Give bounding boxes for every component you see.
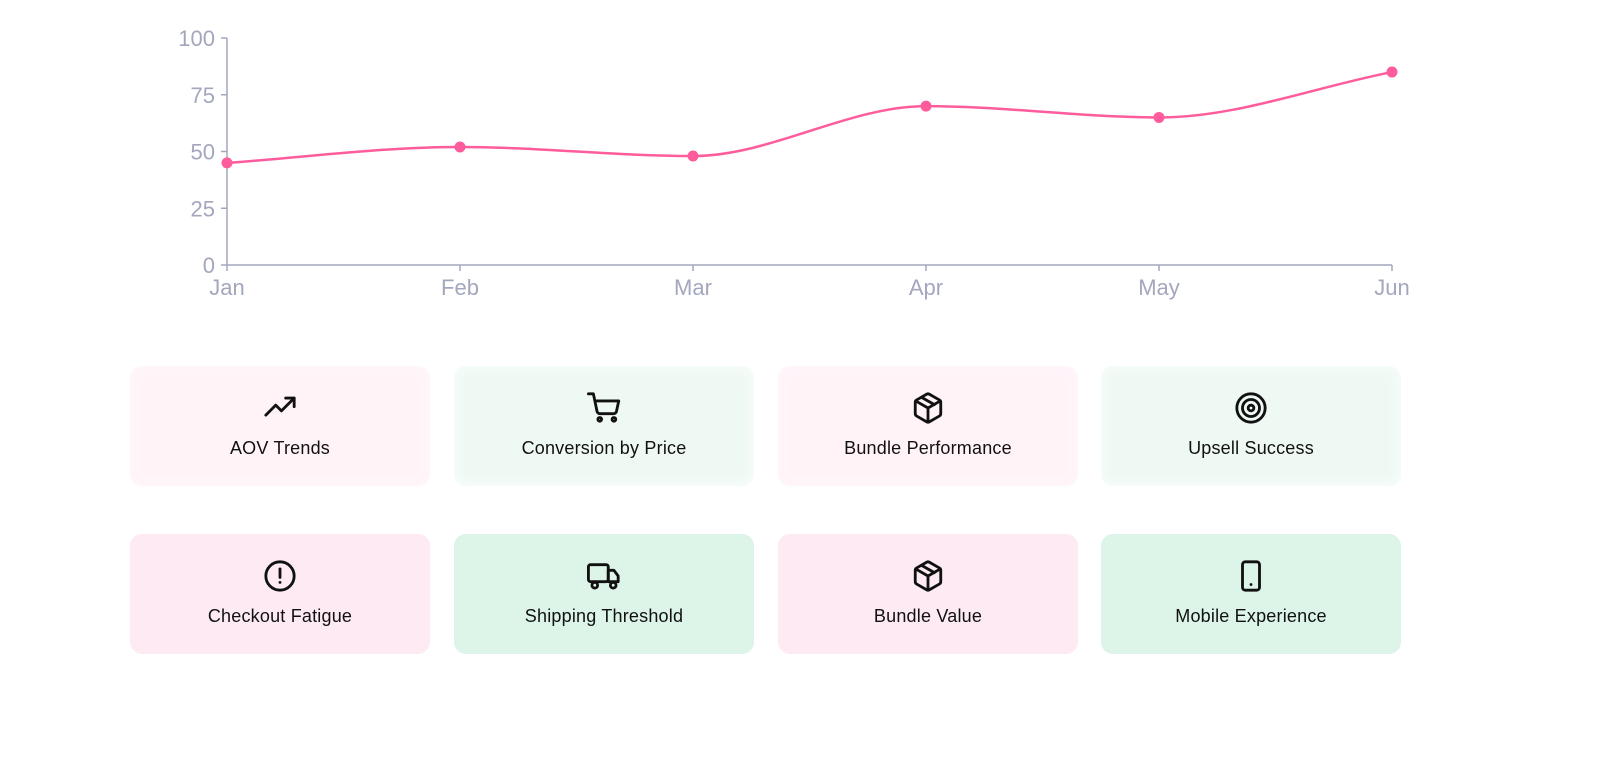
shopping-cart-icon — [586, 390, 622, 426]
x-tick-label: Apr — [909, 275, 943, 300]
card-label: Bundle Value — [873, 606, 983, 626]
x-tick-label: Mar — [674, 275, 712, 300]
aov-line-chart: 0 25 50 75 100 Jan Feb Mar Apr May Jun — [0, 0, 1600, 320]
truck-icon — [586, 558, 622, 594]
card-label: Shipping Threshold — [524, 606, 684, 626]
card-bundle-value[interactable]: Bundle Value — [778, 534, 1078, 654]
tablet-icon — [1233, 558, 1269, 594]
card-conversion-by-price[interactable]: Conversion by Price — [454, 366, 754, 486]
card-label: Bundle Performance — [844, 438, 1012, 458]
target-icon — [1233, 390, 1269, 426]
data-point — [1153, 111, 1165, 123]
card-label: AOV Trends — [229, 438, 331, 458]
package-icon — [910, 558, 946, 594]
card-label: Upsell Success — [1188, 438, 1314, 458]
alert-circle-icon — [262, 558, 298, 594]
x-tick-label: Jan — [209, 275, 244, 300]
card-upsell-success[interactable]: Upsell Success — [1101, 366, 1401, 486]
y-tick-label: 0 — [203, 253, 215, 278]
data-point — [687, 150, 699, 162]
chart-svg: 0 25 50 75 100 Jan Feb Mar Apr May Jun — [178, 26, 1409, 300]
x-tick-label: Feb — [441, 275, 479, 300]
card-aov-trends[interactable]: AOV Trends — [130, 366, 430, 486]
card-checkout-fatigue[interactable]: Checkout Fatigue — [130, 534, 430, 654]
x-tick-label: Jun — [1374, 275, 1409, 300]
card-label: Checkout Fatigue — [207, 606, 353, 626]
data-point — [454, 141, 466, 153]
card-mobile-experience[interactable]: Mobile Experience — [1101, 534, 1401, 654]
y-tick-label: 75 — [191, 83, 215, 108]
card-shipping-threshold[interactable]: Shipping Threshold — [454, 534, 754, 654]
package-icon — [910, 390, 946, 426]
card-bundle-performance[interactable]: Bundle Performance — [778, 366, 1078, 486]
card-label: Mobile Experience — [1175, 606, 1327, 626]
series-line — [226, 70, 1393, 165]
card-label: Conversion by Price — [521, 438, 687, 458]
data-point — [1386, 66, 1398, 78]
data-point — [221, 157, 233, 169]
trending-up-icon — [262, 390, 298, 426]
y-tick-label: 50 — [191, 140, 215, 165]
y-tick-label: 25 — [191, 196, 215, 221]
data-point — [920, 100, 932, 112]
x-tick-label: May — [1138, 275, 1180, 300]
y-tick-label: 100 — [178, 26, 215, 51]
